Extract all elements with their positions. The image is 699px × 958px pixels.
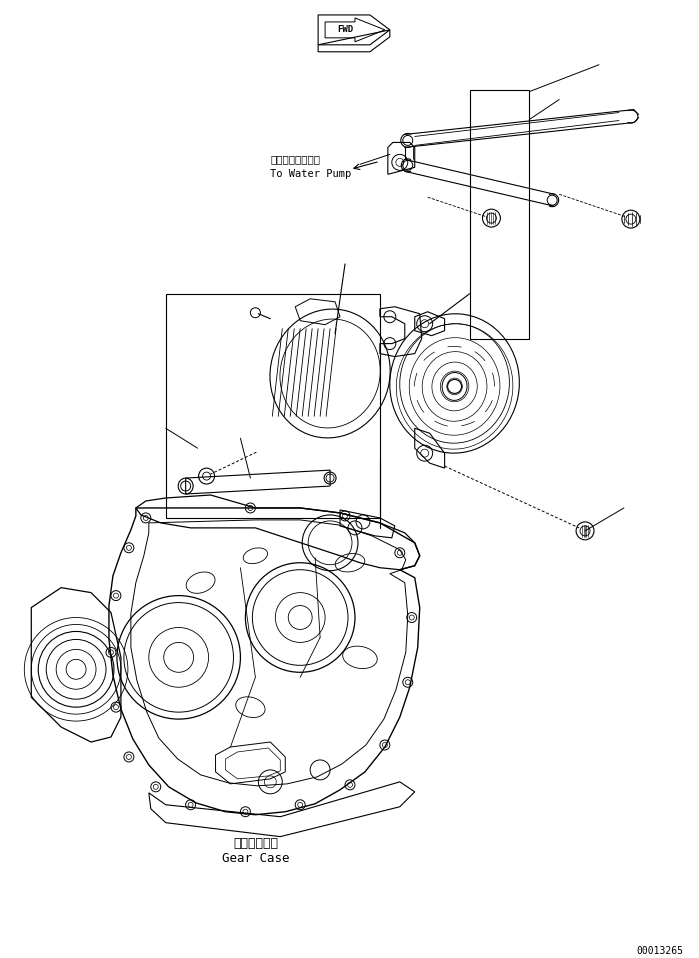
Text: ウォータポンプへ: ウォータポンプへ	[271, 154, 320, 165]
Text: 00013265: 00013265	[637, 947, 684, 956]
Text: To Water Pump: To Water Pump	[271, 170, 352, 179]
Text: ギャーケース: ギャーケース	[233, 836, 278, 850]
Text: Gear Case: Gear Case	[222, 852, 289, 864]
Text: FWD: FWD	[337, 25, 353, 34]
